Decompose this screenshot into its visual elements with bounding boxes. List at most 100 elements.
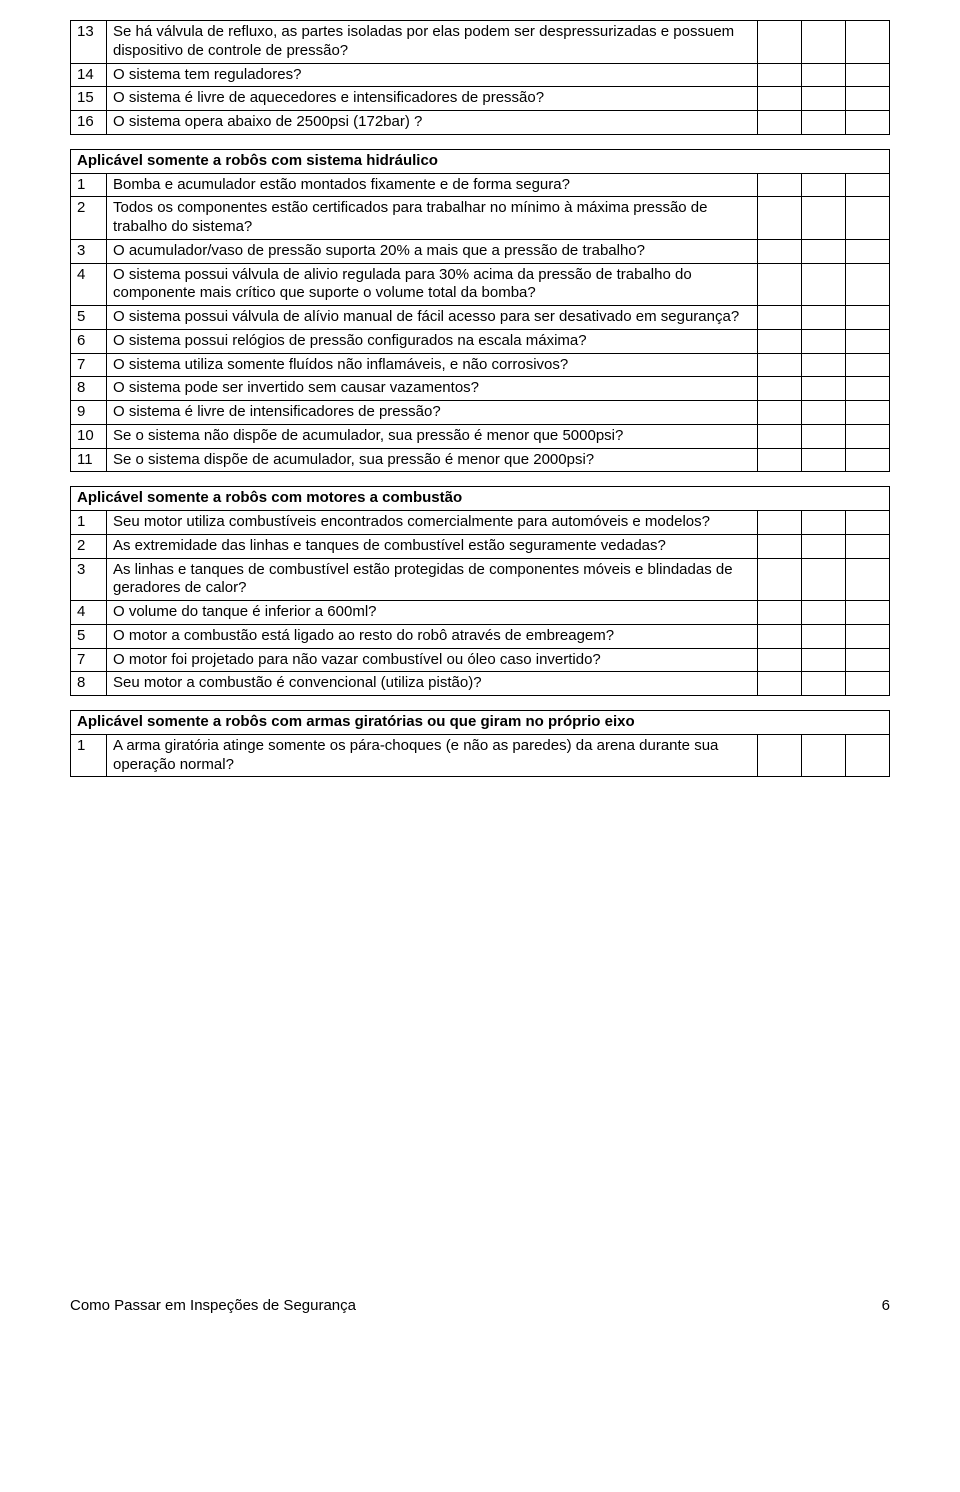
- check-col-3[interactable]: [846, 558, 890, 601]
- table-row: 8O sistema pode ser invertido sem causar…: [71, 377, 890, 401]
- check-col-1[interactable]: [758, 173, 802, 197]
- check-col-3[interactable]: [846, 448, 890, 472]
- check-col-2[interactable]: [802, 173, 846, 197]
- row-text: O volume do tanque é inferior a 600ml?: [107, 601, 758, 625]
- check-col-1[interactable]: [758, 534, 802, 558]
- check-col-3[interactable]: [846, 672, 890, 696]
- row-number: 2: [71, 534, 107, 558]
- table-row: 1Bomba e acumulador estão montados fixam…: [71, 173, 890, 197]
- check-col-3[interactable]: [846, 173, 890, 197]
- check-col-1[interactable]: [758, 624, 802, 648]
- check-col-2[interactable]: [802, 601, 846, 625]
- check-col-1[interactable]: [758, 448, 802, 472]
- check-col-3[interactable]: [846, 377, 890, 401]
- check-col-3[interactable]: [846, 511, 890, 535]
- check-col-2[interactable]: [802, 306, 846, 330]
- row-text: O sistema pode ser invertido sem causar …: [107, 377, 758, 401]
- check-col-2[interactable]: [802, 377, 846, 401]
- check-col-2[interactable]: [802, 558, 846, 601]
- table-combustion: Aplicável somente a robôs com motores a …: [70, 486, 890, 696]
- table-row: 6O sistema possui relógios de pressão co…: [71, 329, 890, 353]
- check-col-1[interactable]: [758, 424, 802, 448]
- check-col-3[interactable]: [846, 624, 890, 648]
- check-col-2[interactable]: [802, 197, 846, 240]
- check-col-1[interactable]: [758, 558, 802, 601]
- check-col-1[interactable]: [758, 377, 802, 401]
- check-col-2[interactable]: [802, 401, 846, 425]
- check-col-2[interactable]: [802, 424, 846, 448]
- check-col-1[interactable]: [758, 306, 802, 330]
- table-row: 4O sistema possui válvula de alivio regu…: [71, 263, 890, 306]
- table-top: 13Se há válvula de refluxo, as partes is…: [70, 20, 890, 135]
- check-col-1[interactable]: [758, 87, 802, 111]
- check-col-2[interactable]: [802, 648, 846, 672]
- check-col-2[interactable]: [802, 534, 846, 558]
- table-spinning: Aplicável somente a robôs com armas gira…: [70, 710, 890, 777]
- row-number: 13: [71, 21, 107, 64]
- check-col-3[interactable]: [846, 21, 890, 64]
- row-text: O sistema possui válvula de alívio manua…: [107, 306, 758, 330]
- row-text: O acumulador/vaso de pressão suporta 20%…: [107, 239, 758, 263]
- table-row: 5O sistema possui válvula de alívio manu…: [71, 306, 890, 330]
- check-col-1[interactable]: [758, 601, 802, 625]
- row-text: O motor foi projetado para não vazar com…: [107, 648, 758, 672]
- check-col-3[interactable]: [846, 111, 890, 135]
- check-col-3[interactable]: [846, 197, 890, 240]
- check-col-2[interactable]: [802, 672, 846, 696]
- check-col-3[interactable]: [846, 534, 890, 558]
- check-col-3[interactable]: [846, 329, 890, 353]
- table-row: 13Se há válvula de refluxo, as partes is…: [71, 21, 890, 64]
- row-text: O sistema possui válvula de alivio regul…: [107, 263, 758, 306]
- check-col-3[interactable]: [846, 63, 890, 87]
- check-col-1[interactable]: [758, 672, 802, 696]
- check-col-2[interactable]: [802, 448, 846, 472]
- check-col-2[interactable]: [802, 263, 846, 306]
- check-col-3[interactable]: [846, 306, 890, 330]
- check-col-1[interactable]: [758, 111, 802, 135]
- check-col-3[interactable]: [846, 263, 890, 306]
- check-col-3[interactable]: [846, 87, 890, 111]
- row-text: O sistema opera abaixo de 2500psi (172ba…: [107, 111, 758, 135]
- check-col-2[interactable]: [802, 329, 846, 353]
- check-col-1[interactable]: [758, 401, 802, 425]
- check-col-3[interactable]: [846, 601, 890, 625]
- check-col-1[interactable]: [758, 329, 802, 353]
- check-col-2[interactable]: [802, 511, 846, 535]
- check-col-2[interactable]: [802, 353, 846, 377]
- check-col-3[interactable]: [846, 424, 890, 448]
- check-col-1[interactable]: [758, 648, 802, 672]
- check-col-2[interactable]: [802, 87, 846, 111]
- check-col-1[interactable]: [758, 511, 802, 535]
- table-row: 1Seu motor utiliza combustíveis encontra…: [71, 511, 890, 535]
- row-text: Todos os componentes estão certificados …: [107, 197, 758, 240]
- check-col-1[interactable]: [758, 197, 802, 240]
- check-col-3[interactable]: [846, 239, 890, 263]
- check-col-2[interactable]: [802, 239, 846, 263]
- check-col-1[interactable]: [758, 353, 802, 377]
- check-col-3[interactable]: [846, 648, 890, 672]
- check-col-1[interactable]: [758, 263, 802, 306]
- check-col-2[interactable]: [802, 111, 846, 135]
- check-col-2[interactable]: [802, 734, 846, 777]
- row-text: O sistema utiliza somente fluídos não in…: [107, 353, 758, 377]
- row-number: 4: [71, 601, 107, 625]
- table-hydraulic: Aplicável somente a robôs com sistema hi…: [70, 149, 890, 473]
- row-text: Se o sistema não dispõe de acumulador, s…: [107, 424, 758, 448]
- check-col-1[interactable]: [758, 734, 802, 777]
- row-text: Se o sistema dispõe de acumulador, sua p…: [107, 448, 758, 472]
- row-text: O sistema tem reguladores?: [107, 63, 758, 87]
- row-number: 1: [71, 734, 107, 777]
- row-text: Seu motor utiliza combustíveis encontrad…: [107, 511, 758, 535]
- table-row: 3As linhas e tanques de combustível estã…: [71, 558, 890, 601]
- check-col-1[interactable]: [758, 63, 802, 87]
- header-combustion: Aplicável somente a robôs com motores a …: [71, 487, 890, 511]
- check-col-2[interactable]: [802, 63, 846, 87]
- check-col-2[interactable]: [802, 624, 846, 648]
- check-col-3[interactable]: [846, 401, 890, 425]
- check-col-3[interactable]: [846, 734, 890, 777]
- check-col-3[interactable]: [846, 353, 890, 377]
- check-col-1[interactable]: [758, 21, 802, 64]
- row-number: 2: [71, 197, 107, 240]
- check-col-1[interactable]: [758, 239, 802, 263]
- check-col-2[interactable]: [802, 21, 846, 64]
